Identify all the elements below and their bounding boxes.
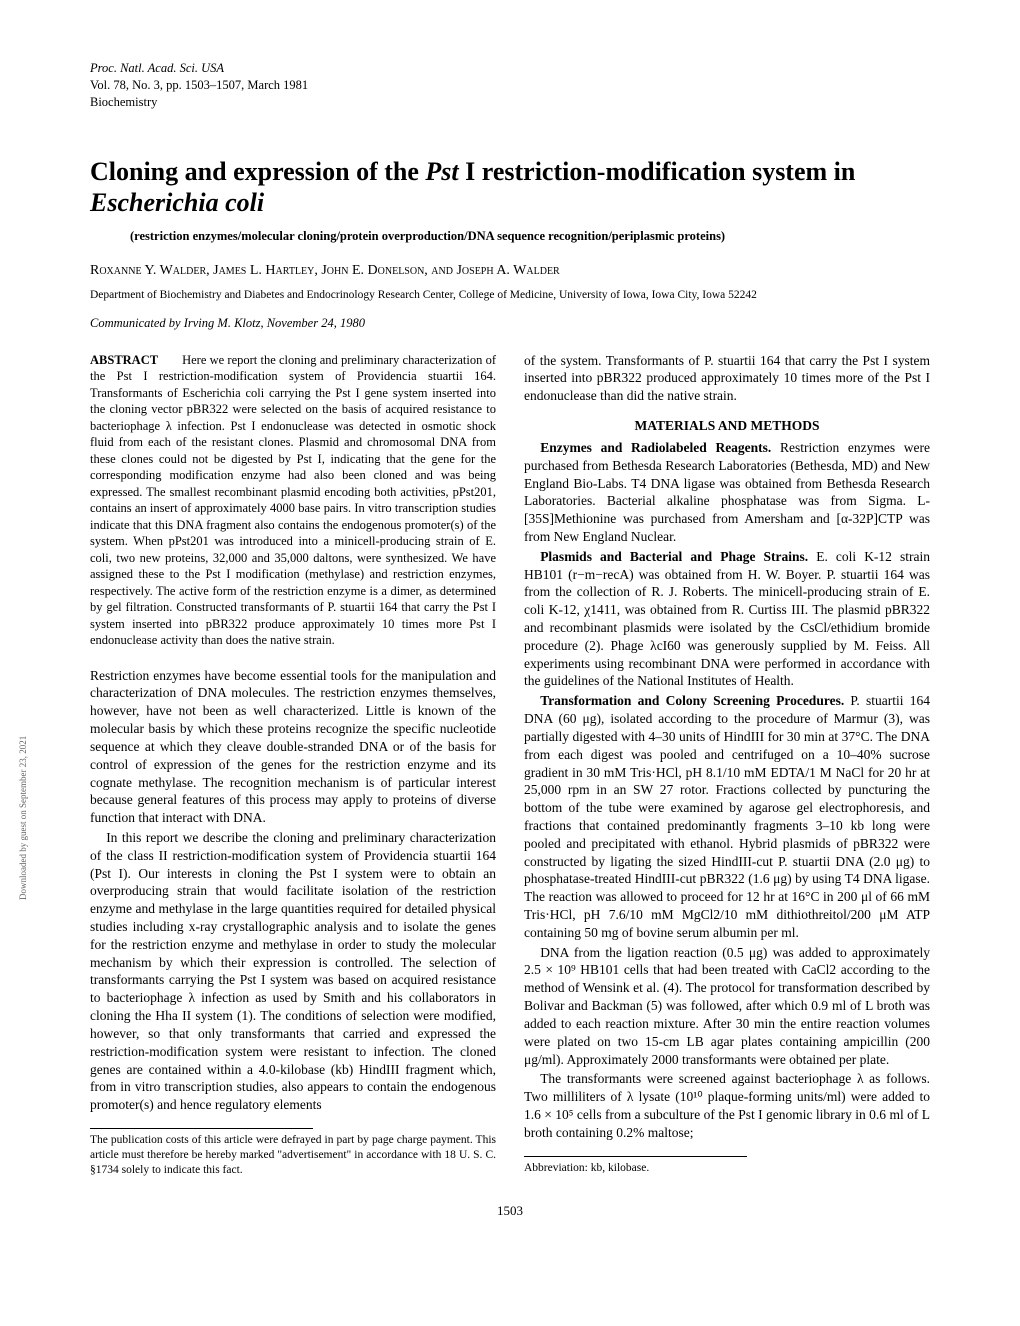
right-intro-para: of the system. Transformants of P. stuar… <box>524 352 930 405</box>
download-note: Downloaded by guest on September 23, 202… <box>18 736 30 900</box>
left-para-1: Restriction enzymes have become essentia… <box>90 667 496 827</box>
journal-line3: Biochemistry <box>90 94 930 111</box>
article-subtitle: (restriction enzymes/molecular cloning/p… <box>130 228 930 244</box>
journal-line1: Proc. Natl. Acad. Sci. USA <box>90 60 930 77</box>
communicated-by: Communicated by Irving M. Klotz, Novembe… <box>90 315 930 331</box>
article-title: Cloning and expression of the Pst I rest… <box>90 156 930 218</box>
right-para-2: Plasmids and Bacterial and Phage Strains… <box>524 548 930 691</box>
materials-methods-heading: MATERIALS AND METHODS <box>524 417 930 435</box>
right-para-5: The transformants were screened against … <box>524 1070 930 1141</box>
abstract-text: Here we report the cloning and prelimina… <box>90 353 496 648</box>
left-column: ABSTRACTHere we report the cloning and p… <box>90 352 496 1178</box>
two-column-body: ABSTRACTHere we report the cloning and p… <box>90 352 930 1178</box>
right-footnote: Abbreviation: kb, kilobase. <box>524 1161 930 1176</box>
journal-header: Proc. Natl. Acad. Sci. USA Vol. 78, No. … <box>90 60 930 111</box>
right-para-1: Enzymes and Radiolabeled Reagents. Restr… <box>524 439 930 546</box>
right-para-3: Transformation and Colony Screening Proc… <box>524 692 930 941</box>
abstract-label: ABSTRACT <box>90 353 158 367</box>
page-number: 1503 <box>90 1203 930 1220</box>
footnote-rule-right <box>524 1156 747 1157</box>
right-column: of the system. Transformants of P. stuar… <box>524 352 930 1178</box>
abstract-block: ABSTRACTHere we report the cloning and p… <box>90 352 496 649</box>
left-footnote: The publication costs of this article we… <box>90 1133 496 1178</box>
footnote-rule-left <box>90 1128 313 1129</box>
affiliation: Department of Biochemistry and Diabetes … <box>90 288 930 303</box>
left-para-2: In this report we describe the cloning a… <box>90 829 496 1114</box>
right-para-4: DNA from the ligation reaction (0.5 μg) … <box>524 944 930 1069</box>
journal-line2: Vol. 78, No. 3, pp. 1503–1507, March 198… <box>90 77 930 94</box>
authors-line: Roxanne Y. Walder, James L. Hartley, Joh… <box>90 262 930 280</box>
